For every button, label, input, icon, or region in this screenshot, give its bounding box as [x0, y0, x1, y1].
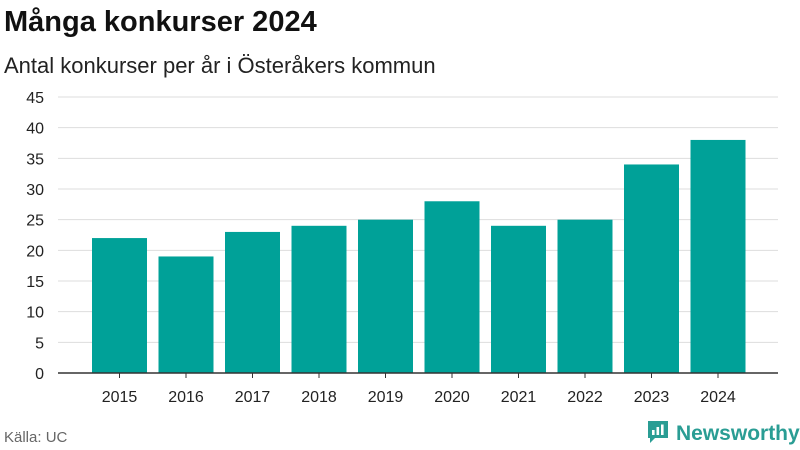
bar-2024[interactable] [690, 139, 746, 373]
bar-2016[interactable] [158, 256, 214, 373]
y-tick-label: 40 [26, 121, 44, 138]
bar-2019[interactable] [358, 219, 413, 373]
x-tick-label: 2024 [700, 389, 736, 406]
x-tick-label: 2018 [301, 389, 337, 406]
bar-2018[interactable] [291, 225, 347, 373]
brand-logo[interactable]: Newsworthy [646, 420, 800, 448]
x-tick-label: 2015 [102, 389, 138, 406]
bars [92, 139, 746, 373]
brand-name: Newsworthy [676, 422, 800, 445]
y-tick-label: 0 [35, 366, 44, 383]
x-tick-label: 2023 [634, 389, 670, 406]
x-tick-label: 2021 [501, 389, 537, 406]
bar-2017[interactable] [225, 231, 280, 373]
source-note: Källa: UC [4, 429, 68, 446]
bar-2015[interactable] [92, 238, 147, 373]
y-tick-label: 45 [26, 90, 44, 107]
y-tick-label: 5 [35, 335, 44, 352]
x-tick-label: 2016 [168, 389, 204, 406]
bar-2020[interactable] [424, 201, 480, 373]
y-tick-label: 25 [26, 213, 44, 230]
chart-title: Många konkurser 2024 [4, 6, 317, 38]
x-tick-label: 2017 [235, 389, 271, 406]
x-tick-label: 2019 [368, 389, 404, 406]
y-tick-label: 35 [26, 151, 44, 168]
y-tick-label: 20 [26, 243, 44, 260]
newsworthy-logo-icon [646, 419, 670, 450]
axes: 0 5 10 15 20 25 30 35 40 45 2015 2016 2017 2018 2019 20… [26, 90, 778, 406]
chart-subtitle: Antal konkurser per år i Österåkers komm… [4, 53, 436, 78]
y-tick-label: 30 [26, 182, 44, 199]
y-tick-label: 10 [26, 305, 44, 322]
bar-2021[interactable] [491, 225, 546, 373]
bar-2022[interactable] [557, 219, 613, 373]
bar-2023[interactable] [624, 164, 679, 373]
y-tick-label: 15 [26, 274, 44, 291]
x-tick-label: 2020 [434, 389, 470, 406]
x-tick-label: 2022 [567, 389, 603, 406]
